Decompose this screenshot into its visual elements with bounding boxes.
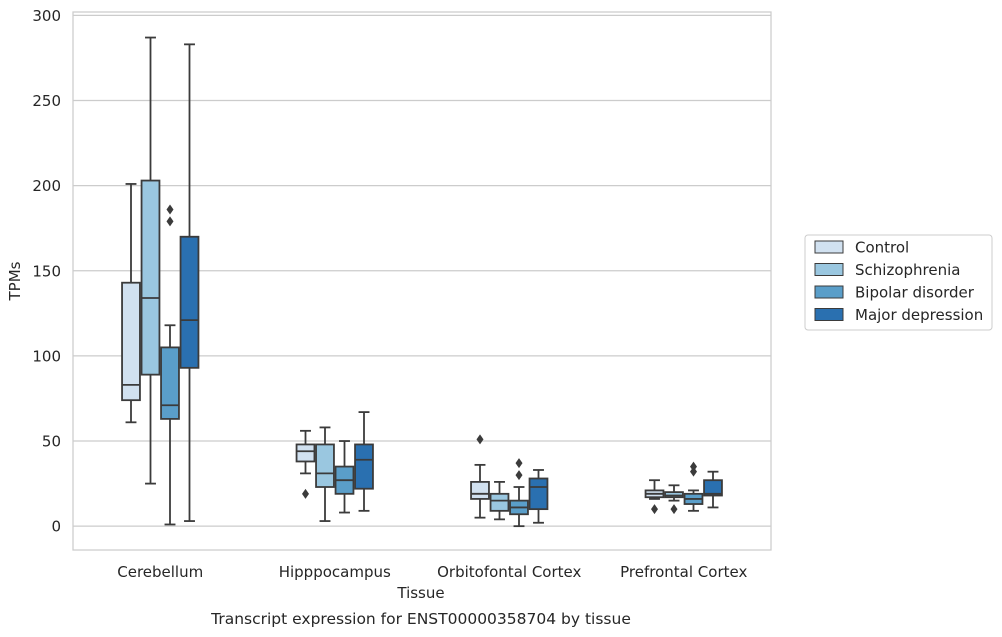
outlier-point <box>690 461 697 472</box>
outlier-point <box>166 216 174 227</box>
box-major-depression <box>703 470 723 509</box>
legend-label: Schizophrenia <box>855 261 960 279</box>
box-schizophrenia <box>140 36 161 485</box>
legend-label: Control <box>855 239 909 257</box>
chart-title: Transcript expression for ENST0000035870… <box>210 610 631 628</box>
box-bipolar-disorder <box>683 461 704 512</box>
box-control <box>295 429 316 499</box>
outlier-point <box>651 504 658 515</box>
legend-label: Bipolar disorder <box>855 284 975 302</box>
boxes-layer <box>121 36 723 528</box>
legend-swatch <box>814 263 844 276</box>
iqr-box <box>315 443 335 488</box>
gridlines <box>73 14 771 527</box>
x-tick-label: Orbitofontal Cortex <box>437 563 581 581</box>
outlier-point <box>515 470 523 481</box>
y-tick-label: 200 <box>32 177 61 195</box>
plot-area-frame <box>72 11 772 551</box>
x-axis-ticks: Cerebellum Hipppocampus Orbitofontal Corte… <box>117 563 747 581</box>
legend: Control Schizophrenia Bipolar disorder Majo… <box>804 234 993 331</box>
box-schizophrenia <box>315 426 335 522</box>
iqr-box <box>470 480 490 500</box>
box-major-depression <box>528 469 549 524</box>
box-control <box>644 479 665 515</box>
box-control <box>121 183 141 424</box>
x-axis-label: Tissue <box>396 584 444 602</box>
x-tick-label: Cerebellum <box>117 563 203 581</box>
outlier-point <box>670 504 678 515</box>
box-bipolar-disorder <box>509 458 529 528</box>
box-major-depression <box>179 43 200 522</box>
legend-label: Major depression <box>855 306 983 324</box>
y-axis-label: TPMs <box>6 261 24 301</box>
box-schizophrenia <box>489 480 510 521</box>
outlier-point <box>166 204 174 215</box>
iqr-box <box>703 479 723 497</box>
y-axis-ticks: 0 50 100 150 200 250 300 <box>32 7 61 536</box>
x-tick-label: Hipppocampus <box>279 563 391 581</box>
iqr-box <box>160 346 180 420</box>
box-control <box>470 434 490 519</box>
box-schizophrenia <box>664 484 684 515</box>
outlier-point <box>302 488 309 499</box>
outlier-point <box>515 458 523 469</box>
x-tick-label: Prefrontal Cortex <box>620 563 747 581</box>
y-tick-label: 50 <box>42 433 61 451</box>
y-tick-label: 100 <box>32 347 61 365</box>
iqr-box <box>528 477 549 511</box>
iqr-box <box>489 492 510 512</box>
y-tick-label: 150 <box>32 262 61 280</box>
iqr-box <box>295 443 316 463</box>
legend-frame <box>804 234 993 331</box>
outlier-point <box>690 466 697 477</box>
y-tick-label: 300 <box>32 7 61 25</box>
box-bipolar-disorder <box>160 204 180 526</box>
outlier-point <box>476 434 484 445</box>
box-bipolar-disorder <box>334 440 355 514</box>
iqr-box <box>121 281 141 402</box>
iqr-box <box>354 443 374 490</box>
legend-swatch <box>814 285 844 299</box>
y-tick-label: 250 <box>32 92 61 110</box>
y-tick-label: 0 <box>51 518 61 536</box>
box-major-depression <box>354 411 374 512</box>
iqr-box <box>179 235 200 369</box>
legend-swatch <box>814 240 844 254</box>
legend-swatch <box>814 308 844 321</box>
iqr-box <box>140 179 161 376</box>
